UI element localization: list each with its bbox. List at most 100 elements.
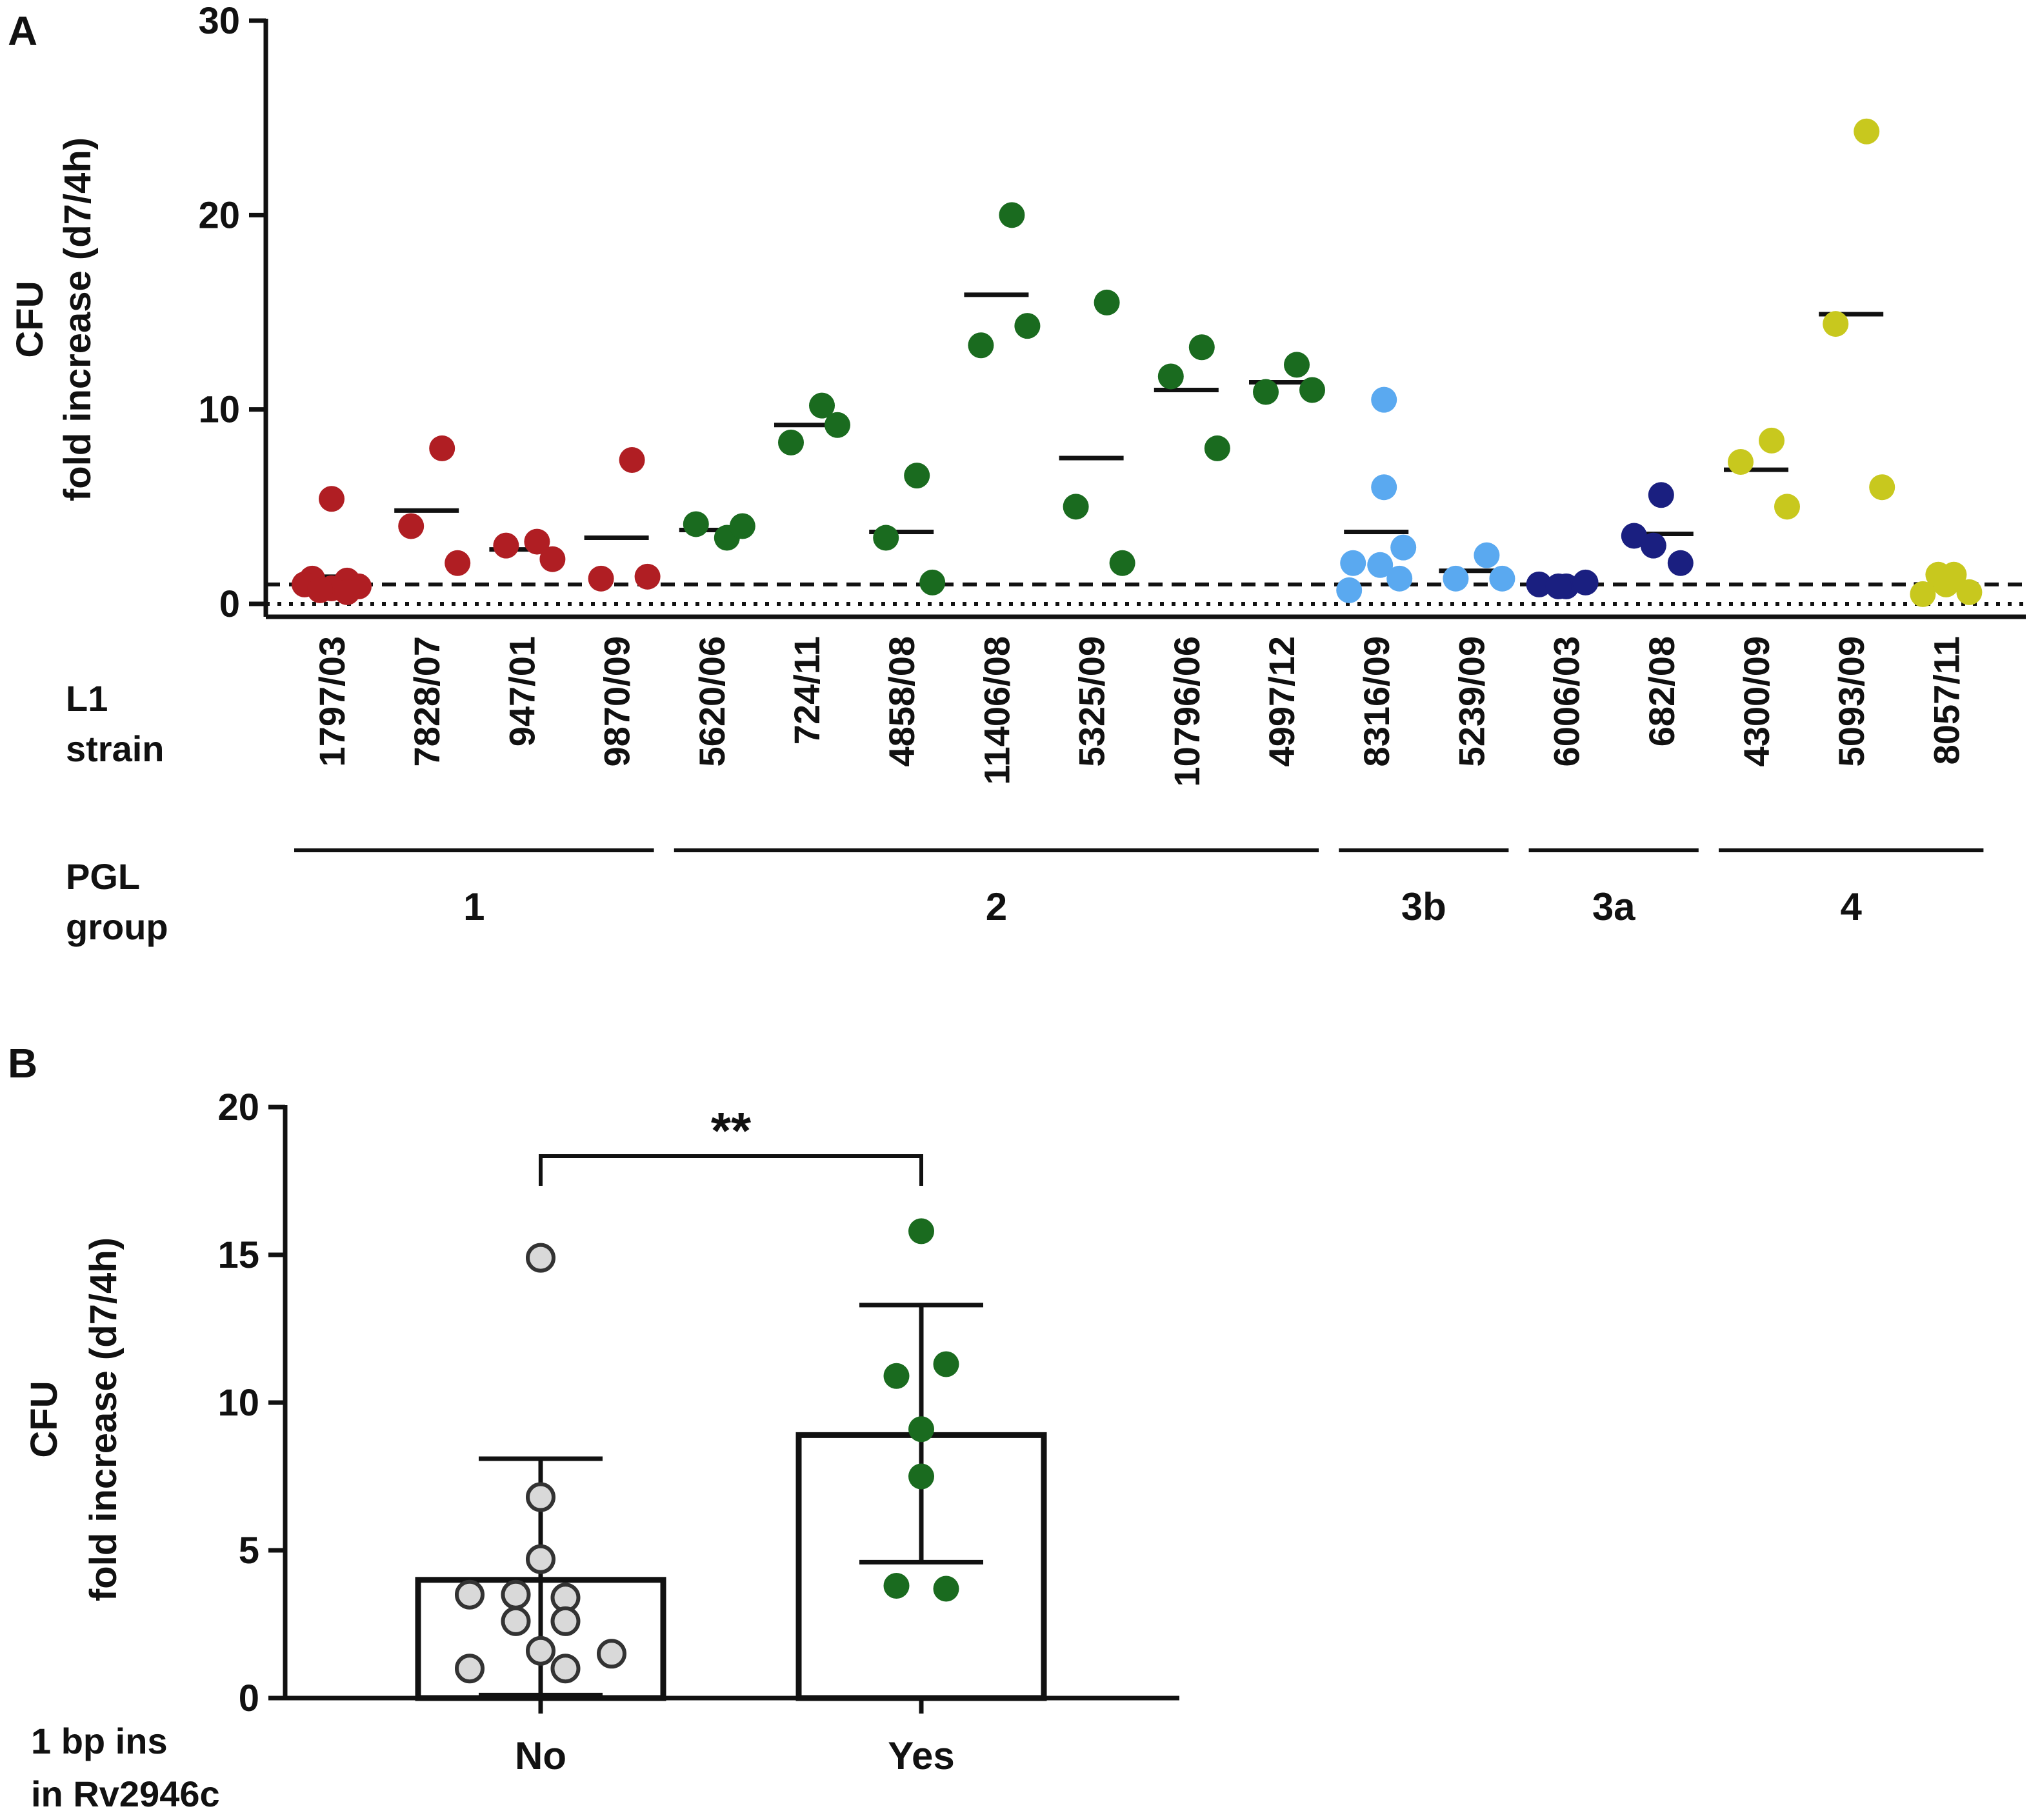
- panel-b-x-axis: No Yes: [285, 1695, 1179, 1777]
- panel-b-letter: B: [8, 1040, 37, 1086]
- data-point: [1621, 523, 1647, 549]
- data-point: [597, 1639, 626, 1669]
- data-point: [1443, 565, 1469, 592]
- strain-tick-label: 6006/03: [1546, 636, 1587, 766]
- panel-b: B CFU fold increase (d7/4h) 0 5 10 15 20 No Y…: [8, 1040, 1179, 1814]
- data-point: [1371, 474, 1397, 501]
- strain-tick-label: 4300/09: [1736, 636, 1777, 766]
- data-point: [455, 1579, 485, 1610]
- panel-a-ylabel-cfu: CFU: [9, 281, 51, 357]
- panel-a-points: [292, 118, 1983, 607]
- group-label-pgl: PGL: [66, 856, 140, 897]
- panel-b-points: [455, 1218, 959, 1684]
- data-point: [1014, 313, 1041, 339]
- panel-b-xlabel-line2: in Rv2946c: [31, 1774, 220, 1814]
- data-point: [526, 1544, 555, 1574]
- data-point: [1390, 534, 1417, 561]
- data-point: [1284, 352, 1310, 378]
- panel-a-ylabel-fold: fold increase (d7/4h): [57, 137, 99, 501]
- data-point: [1572, 569, 1599, 595]
- data-point: [1854, 118, 1880, 145]
- data-point: [455, 1654, 485, 1684]
- data-point: [634, 563, 661, 590]
- strain-tick-label: 8316/09: [1356, 636, 1397, 766]
- data-point: [1910, 581, 1936, 607]
- group-label: 3a: [1592, 885, 1635, 928]
- data-point: [1336, 577, 1363, 603]
- significance-bracket: [539, 1154, 923, 1186]
- data-point: [1188, 334, 1215, 361]
- strain-tick-label: 7828/07: [406, 636, 447, 766]
- group-label: 1: [463, 885, 485, 928]
- strain-tick-label: 724/11: [786, 636, 827, 745]
- data-point: [919, 569, 946, 595]
- strain-tick-label: 9870/09: [597, 636, 637, 766]
- data-point: [908, 1218, 934, 1245]
- data-point: [1640, 532, 1666, 559]
- data-point: [873, 525, 899, 551]
- y-tick-label: 15: [217, 1234, 259, 1276]
- data-point: [445, 550, 471, 576]
- data-point: [526, 1482, 555, 1512]
- panel-a-strain-labels: 1797/03 7828/07 947/01 9870/09 5620/06 724/11…: [312, 636, 1966, 787]
- data-point: [1299, 377, 1325, 403]
- strain-tick-label: 4858/08: [881, 636, 922, 766]
- x-tick-label: No: [515, 1734, 566, 1777]
- panel-a-letter: A: [8, 8, 37, 54]
- data-point: [1869, 474, 1895, 501]
- data-point: [778, 429, 804, 455]
- group-label-group: group: [66, 906, 168, 947]
- panel-a-group-brackets: 1 2 3b 3a 4: [294, 848, 1984, 928]
- y-tick-label: 0: [219, 583, 240, 625]
- data-point: [1526, 571, 1552, 597]
- data-point: [683, 511, 709, 537]
- panel-b-bars: [415, 1432, 1047, 1701]
- data-point: [1094, 289, 1120, 315]
- data-point: [588, 565, 614, 592]
- data-point: [398, 513, 425, 539]
- data-point: [1933, 571, 1959, 597]
- strain-label-strain: strain: [66, 728, 165, 769]
- strain-tick-label: 5620/06: [692, 636, 732, 766]
- strain-tick-label: 5239/09: [1451, 636, 1492, 766]
- y-tick-label: 10: [198, 389, 240, 431]
- y-tick-label: 10: [217, 1382, 259, 1424]
- data-point: [1204, 435, 1230, 461]
- data-point: [999, 202, 1025, 228]
- data-point: [501, 1579, 531, 1610]
- data-point: [619, 447, 645, 474]
- panel-b-ylabel-cfu: CFU: [23, 1381, 65, 1457]
- data-point: [1728, 449, 1754, 475]
- data-point: [904, 463, 930, 489]
- panel-a-y-axis: 0 10 20 30: [198, 0, 2026, 625]
- strain-tick-label: 11406/08: [976, 636, 1017, 785]
- y-tick-label: 5: [239, 1530, 259, 1572]
- data-point: [883, 1572, 910, 1599]
- strain-tick-label: 5093/09: [1831, 636, 1872, 766]
- data-point: [501, 1606, 531, 1636]
- data-point: [550, 1654, 581, 1684]
- data-point: [550, 1606, 581, 1636]
- data-point: [825, 412, 850, 438]
- data-point: [526, 1635, 555, 1666]
- data-point: [883, 1363, 910, 1389]
- data-point: [1648, 482, 1674, 508]
- data-point: [1367, 552, 1394, 578]
- data-point: [1759, 427, 1785, 454]
- panel-b-xlabel-line1: 1 bp ins: [31, 1721, 168, 1761]
- panel-a: A CFU fold increase (d7/4h) 0 10 20 30 1797…: [8, 0, 2026, 947]
- strain-tick-label: 4997/12: [1261, 636, 1302, 766]
- data-point: [908, 1463, 934, 1490]
- significance-label: **: [711, 1102, 752, 1159]
- data-point: [429, 435, 455, 461]
- y-tick-label: 20: [217, 1086, 259, 1128]
- strain-tick-label: 5325/09: [1072, 636, 1112, 766]
- panel-b-y-axis: 0 5 10 15 20: [217, 1086, 288, 1719]
- panel-a-reference-lines: [266, 582, 2026, 606]
- data-point: [933, 1575, 959, 1602]
- data-point: [1489, 565, 1515, 592]
- data-point: [493, 532, 519, 559]
- data-point: [524, 528, 550, 555]
- strain-tick-label: 682/08: [1641, 636, 1682, 746]
